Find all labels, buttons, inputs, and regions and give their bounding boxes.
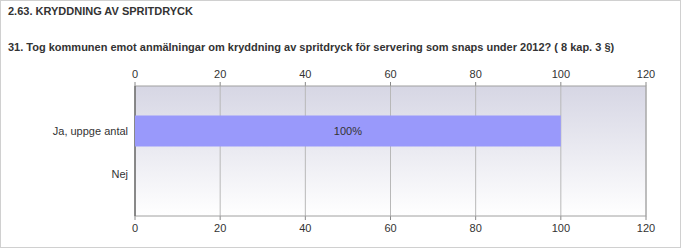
tick-mark (475, 216, 476, 220)
tick-label: 100 (552, 68, 570, 80)
category-label: Nej (111, 168, 128, 180)
bar (135, 116, 561, 147)
bar (135, 159, 136, 190)
tick-mark (220, 216, 221, 220)
tick-mark (475, 82, 476, 86)
tick-mark (305, 82, 306, 86)
plot-area (135, 86, 646, 216)
tick-label: 60 (384, 222, 396, 234)
category-label: Ja, uppge antal (53, 125, 128, 137)
data-label: 100% (334, 125, 362, 137)
tick-mark (646, 216, 647, 220)
tick-label: 120 (637, 68, 655, 80)
tick-mark (646, 82, 647, 86)
title: 31. Tog kommunen emot anmälningar om kry… (8, 40, 663, 55)
tick-label: 20 (214, 222, 226, 234)
tick-mark (560, 216, 561, 220)
heading: 2.63. KRYDDNING AV SPRITDRYCK (8, 5, 193, 17)
tick-label: 20 (214, 68, 226, 80)
tick-label: 120 (637, 222, 655, 234)
category-axis (135, 86, 136, 216)
tick-mark (390, 216, 391, 220)
tick-mark (135, 82, 136, 86)
tick-label: 40 (299, 222, 311, 234)
tick-label: 0 (132, 222, 138, 234)
tick-label: 80 (470, 222, 482, 234)
tick-label: 60 (384, 68, 396, 80)
tick-mark (560, 82, 561, 86)
grid-line (560, 86, 561, 216)
tick-mark (220, 82, 221, 86)
tick-label: 80 (470, 68, 482, 80)
bars (135, 116, 561, 147)
tick-mark (305, 216, 306, 220)
plot-frame (135, 86, 646, 216)
tick-mark (390, 82, 391, 86)
grid-line (475, 86, 476, 216)
tick-label: 0 (132, 68, 138, 80)
grid-line (135, 86, 136, 216)
tick-label: 40 (299, 68, 311, 80)
grid-line (220, 86, 221, 216)
tick-mark (135, 216, 136, 220)
chart: 0 0 20 20 40 40 60 60 80 80 100 100 120 120 Ja, uppge … (0, 0, 681, 248)
tick-label: 100 (552, 222, 570, 234)
grid-line (305, 86, 306, 216)
grid-line (390, 86, 391, 216)
